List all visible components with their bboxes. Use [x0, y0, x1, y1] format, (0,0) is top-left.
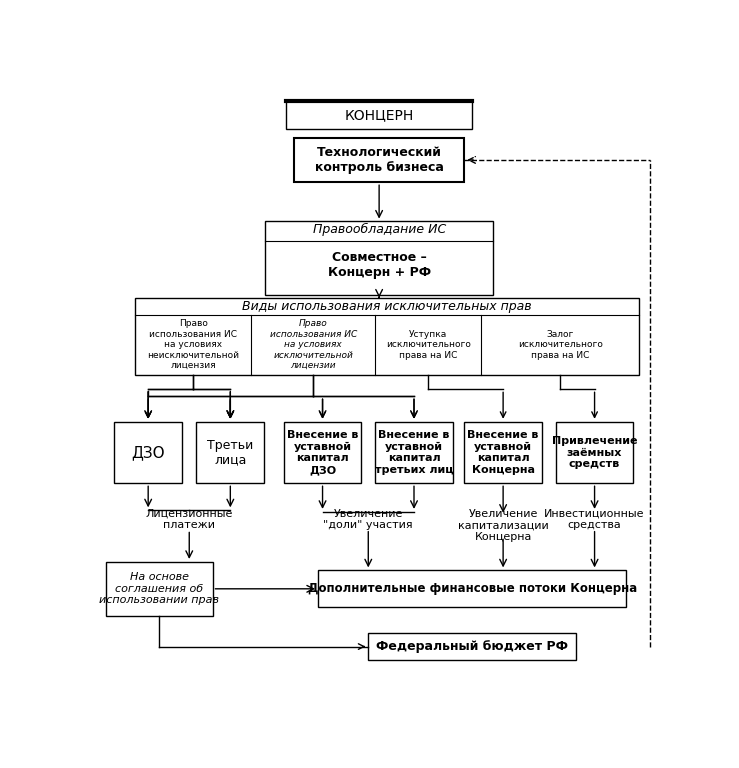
Text: Увеличение
"доли" участия: Увеличение "доли" участия: [324, 508, 413, 531]
Bar: [114, 422, 183, 483]
Text: Залог
исключительного
права на ИС: Залог исключительного права на ИС: [517, 329, 602, 359]
Bar: [106, 562, 213, 616]
Text: Федеральный бюджет РФ: Федеральный бюджет РФ: [376, 640, 568, 653]
Text: Технологический
контроль бизнеса: Технологический контроль бизнеса: [315, 146, 443, 174]
Text: Лицензионные
платежи: Лицензионные платежи: [146, 508, 233, 531]
Text: Инвестиционные
средства: Инвестиционные средства: [545, 508, 645, 531]
Bar: [294, 137, 464, 182]
Text: Внесение в
уставной
капитал
Концерна: Внесение в уставной капитал Концерна: [468, 430, 539, 475]
Bar: [368, 633, 576, 660]
Bar: [197, 422, 265, 483]
Text: Право
использования ИС
на условиях
исключительной
лицензии: Право использования ИС на условиях исклю…: [270, 319, 357, 370]
Text: ДЗО: ДЗО: [132, 445, 165, 460]
Text: Уступка
исключительного
права на ИС: Уступка исключительного права на ИС: [386, 329, 471, 359]
Bar: [135, 298, 638, 375]
Text: Внесение в
уставной
капитал
ДЗО: Внесение в уставной капитал ДЗО: [287, 430, 358, 475]
Text: Увеличение
капитализации
Концерна: Увеличение капитализации Концерна: [457, 509, 548, 542]
Bar: [284, 422, 361, 483]
Text: На основе
соглашения об
использовании прав: На основе соглашения об использовании пр…: [99, 572, 219, 605]
Bar: [375, 422, 453, 483]
Text: Право
использования ИС
на условиях
неисключительной
лицензия: Право использования ИС на условиях неиск…: [147, 319, 239, 370]
Text: Дополнительные финансовые потоки Концерна: Дополнительные финансовые потоки Концерн…: [307, 582, 637, 595]
Bar: [464, 422, 542, 483]
Bar: [556, 422, 633, 483]
Text: Внесение в
уставной
капитал
третьих лиц: Внесение в уставной капитал третьих лиц: [375, 430, 453, 475]
Text: Третьи
лица: Третьи лица: [207, 439, 253, 466]
Bar: [318, 571, 627, 607]
Text: Привлечение
заёмных
средств: Привлечение заёмных средств: [552, 436, 637, 469]
Text: Совместное –
Концерн + РФ: Совместное – Концерн + РФ: [327, 251, 431, 280]
Bar: [265, 220, 494, 295]
Text: Виды использования исключительных прав: Виды использования исключительных прав: [242, 300, 531, 313]
Text: Правообладание ИС: Правообладание ИС: [313, 223, 446, 236]
Bar: [286, 101, 472, 129]
Text: КОНЦЕРН: КОНЦЕРН: [344, 108, 414, 122]
